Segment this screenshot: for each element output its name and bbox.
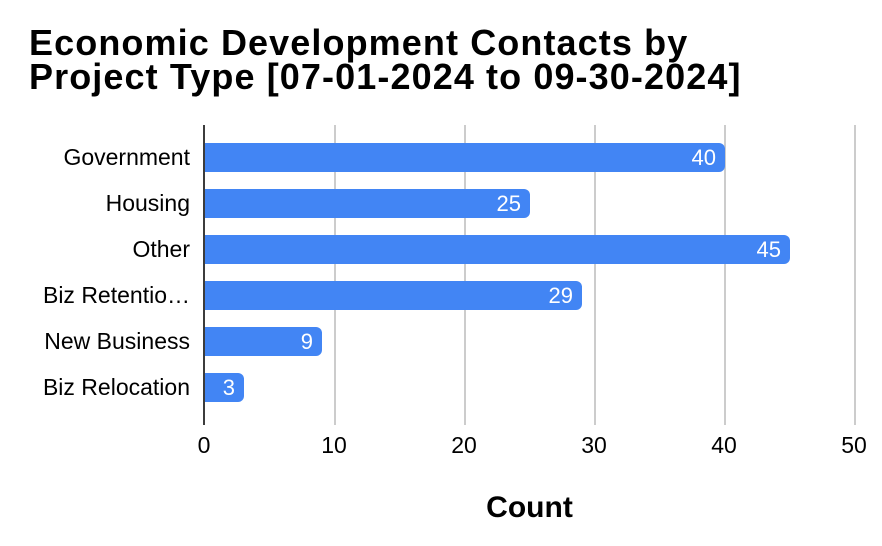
bar-1: 25 xyxy=(205,189,530,218)
bar-2: 45 xyxy=(205,235,790,264)
x-tick-label-10: 10 xyxy=(321,432,347,458)
chart-title-line1: Economic Development Contacts by xyxy=(29,22,689,63)
chart-title-line2: Project Type [07-01-2024 to 09-30-2024] xyxy=(29,56,742,97)
bar-value-label: 9 xyxy=(300,329,313,354)
gridline-50 xyxy=(854,125,856,425)
category-label: Other xyxy=(132,236,190,262)
gridline-20 xyxy=(464,125,466,425)
bar-value-label: 3 xyxy=(222,375,235,400)
category-label: Biz Retentio… xyxy=(42,282,190,308)
category-label: New Business xyxy=(44,328,190,354)
gridline-30 xyxy=(594,125,596,425)
x-axis-title: Count xyxy=(486,491,573,524)
x-tick-label-40: 40 xyxy=(711,432,737,458)
x-tick-label-20: 20 xyxy=(451,432,477,458)
bar-value-label: 45 xyxy=(756,237,781,262)
bar-value-label: 29 xyxy=(548,283,573,308)
category-label: Government xyxy=(63,144,190,170)
bar-3: 29 xyxy=(205,281,582,310)
bar-5: 3 xyxy=(205,373,244,402)
x-tick-label-30: 30 xyxy=(581,432,607,458)
x-tick-label-50: 50 xyxy=(841,432,867,458)
bar-4: 9 xyxy=(205,327,322,356)
category-label: Housing xyxy=(105,190,190,216)
bar-0: 40 xyxy=(205,143,725,172)
gridline-40 xyxy=(724,125,726,425)
chart-title: Economic Development Contacts by Project… xyxy=(29,22,859,97)
plot-area: 40 25 45 29 9 3 xyxy=(203,125,856,425)
category-label: Biz Relocation xyxy=(42,374,190,400)
x-tick-label-0: 0 xyxy=(197,432,211,458)
bar-value-label: 40 xyxy=(691,145,716,170)
bar-value-label: 25 xyxy=(496,191,521,216)
gridline-10 xyxy=(334,125,336,425)
y-axis-line xyxy=(203,125,205,425)
